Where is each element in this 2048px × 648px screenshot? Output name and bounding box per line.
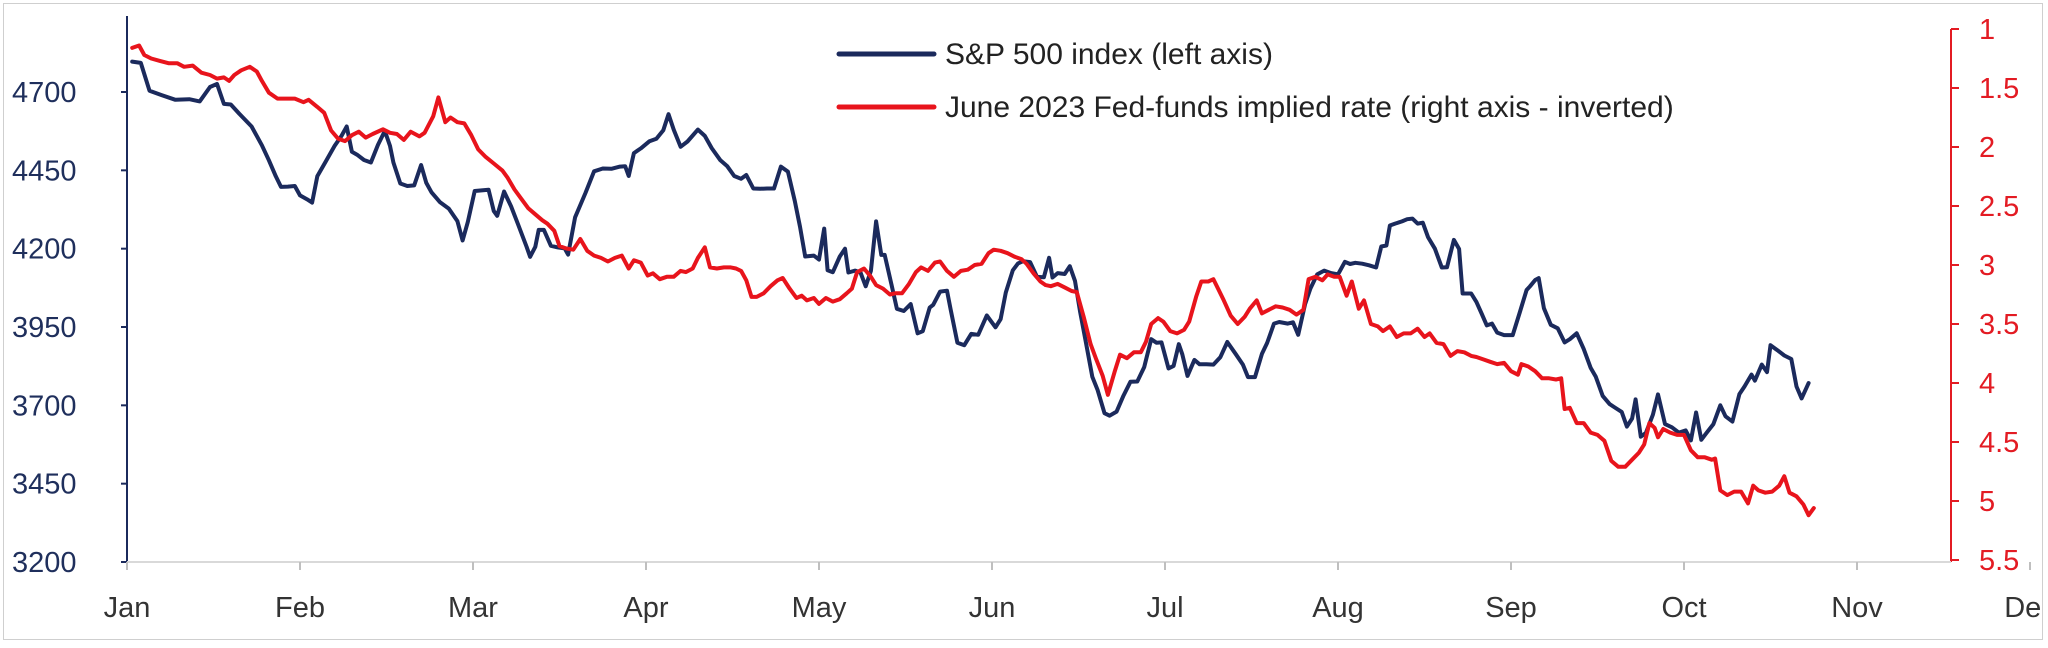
x-tick-label: Feb (275, 592, 325, 624)
right-tick-label: 3.5 (1979, 309, 2019, 341)
left-tick-label: 3950 (12, 312, 77, 344)
x-tick-label: Nov (1831, 592, 1883, 624)
right-tick-label: 5 (1979, 486, 1995, 518)
right-tick-label: 1 (1979, 14, 1995, 46)
right-tick-label: 5.5 (1979, 545, 2019, 577)
x-tick-label: Jul (1146, 592, 1183, 624)
x-tick-label: Aug (1312, 592, 1364, 624)
fed-funds-series-line (130, 43, 1816, 518)
x-tick-label: Apr (623, 592, 668, 624)
x-tick-label: Oct (1661, 592, 1706, 624)
legend-label: S&P 500 index (left axis) (945, 38, 1273, 71)
x-tick-label: Dec (2004, 592, 2042, 624)
right-tick-label: 4 (1979, 368, 1995, 400)
left-tick-label: 3450 (12, 469, 77, 501)
left-tick-label: 3700 (12, 390, 77, 422)
left-tick-label: 4200 (12, 234, 77, 266)
left-tick-label: 4450 (12, 155, 77, 187)
x-tick-label: Jan (104, 592, 151, 624)
right-tick-label: 1.5 (1979, 73, 2019, 105)
right-tick-label: 3 (1979, 250, 1995, 282)
legend-label: June 2023 Fed-funds implied rate (right … (945, 91, 1674, 124)
x-tick-label: Sep (1485, 592, 1537, 624)
right-tick-label: 2 (1979, 132, 1995, 164)
legend: S&P 500 index (left axis) June 2023 Fed-f… (836, 38, 1674, 124)
x-tick-label: May (792, 592, 847, 624)
left-tick-label: 4700 (12, 77, 77, 109)
left-tick-label: 3200 (12, 547, 77, 579)
right-tick-label: 4.5 (1979, 427, 2019, 459)
axes-layer (126, 16, 1952, 563)
ticks-layer: 4700 4450 4200 3950 3700 3450 3200 1 1.5 2 2.5 3 3.5… (12, 14, 2042, 624)
x-tick-label: Jun (969, 592, 1016, 624)
series-layer (130, 43, 1816, 518)
chart-frame: 4700 4450 4200 3950 3700 3450 3200 1 1.5 2 2.5 3 3.5… (3, 3, 2043, 640)
x-tick-label: Mar (448, 592, 498, 624)
line-chart: 4700 4450 4200 3950 3700 3450 3200 1 1.5 2 2.5 3 3.5… (12, 14, 2042, 624)
right-tick-label: 2.5 (1979, 191, 2019, 223)
sp500-series-line (130, 59, 1811, 443)
